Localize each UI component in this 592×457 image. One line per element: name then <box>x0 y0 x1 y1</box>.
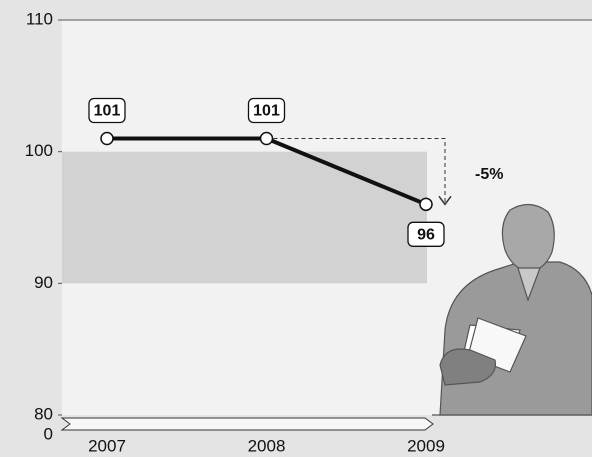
value-label: 101 <box>253 103 280 120</box>
value-label: 101 <box>94 103 121 120</box>
value-label-box <box>407 221 445 247</box>
point <box>100 131 114 146</box>
value-label-box <box>247 97 286 124</box>
axis-break <box>60 417 434 431</box>
y-tick-label: 80 <box>34 404 53 423</box>
person-illustration <box>439 203 592 416</box>
y-tick-label: 110 <box>26 9 53 28</box>
value-label: 96 <box>417 227 435 244</box>
x-tick-label: 2008 <box>248 436 286 455</box>
x-tick-label: 2009 <box>407 436 445 455</box>
change-guide <box>266 138 446 205</box>
point <box>419 197 433 212</box>
range-band <box>62 151 427 284</box>
y-break-tick-label: 0 <box>44 424 53 443</box>
x-tick-label: 2007 <box>88 436 126 455</box>
value-label-box <box>88 97 126 124</box>
y-tick-label: 90 <box>34 273 53 292</box>
y-tick-label: 100 <box>25 141 53 160</box>
change-arrow <box>438 195 452 206</box>
point <box>259 131 274 146</box>
annotation: -5% <box>475 166 503 183</box>
